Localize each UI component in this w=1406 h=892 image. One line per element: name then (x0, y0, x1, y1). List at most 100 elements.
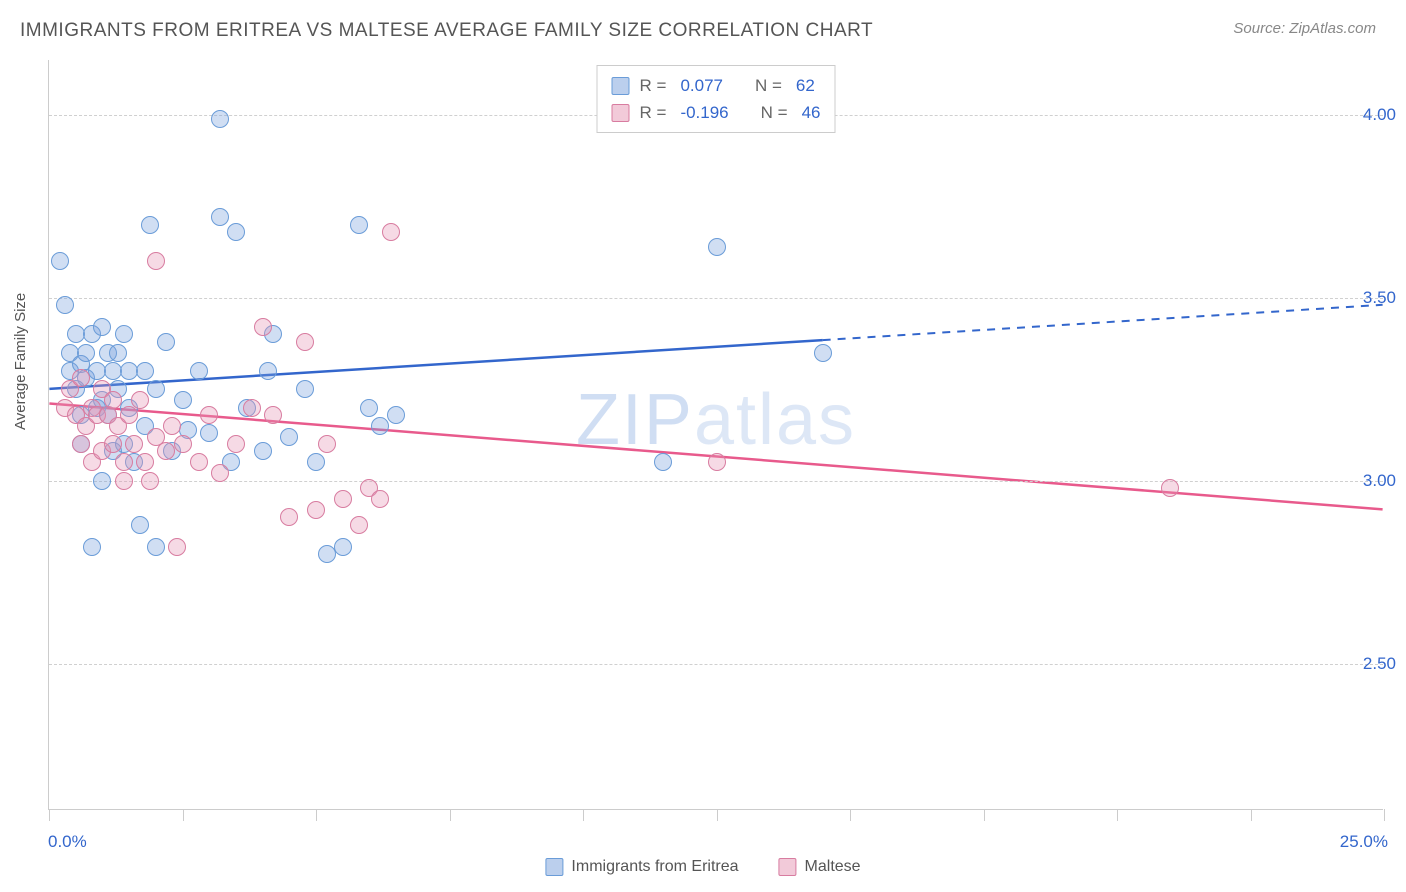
r-value-b: -0.196 (680, 99, 728, 126)
x-axis-max-label: 25.0% (1340, 832, 1388, 852)
r-value-a: 0.077 (680, 72, 723, 99)
data-point-b (211, 464, 229, 482)
data-point-a (93, 318, 111, 336)
data-point-a (109, 344, 127, 362)
x-tick (717, 809, 718, 821)
legend-item-a: Immigrants from Eritrea (545, 858, 738, 876)
data-point-b (115, 472, 133, 490)
data-point-b (200, 406, 218, 424)
data-point-b (104, 435, 122, 453)
x-tick (850, 809, 851, 821)
gridline (49, 298, 1383, 299)
data-point-a (254, 442, 272, 460)
data-point-a (360, 399, 378, 417)
legend-stats: R = 0.077 N = 62 R = -0.196 N = 46 (597, 65, 836, 133)
data-point-a (141, 216, 159, 234)
y-tick-label: 3.00 (1363, 471, 1396, 491)
data-point-b (708, 453, 726, 471)
r-label: R = (640, 99, 667, 126)
data-point-a (56, 296, 74, 314)
source-label: Source: (1233, 20, 1289, 37)
data-point-b (141, 472, 159, 490)
trendline-a-extrapolated (823, 305, 1383, 340)
x-tick (1251, 809, 1252, 821)
data-point-a (387, 406, 405, 424)
data-point-b (227, 435, 245, 453)
data-point-b (334, 490, 352, 508)
data-point-b (190, 453, 208, 471)
data-point-b (72, 435, 90, 453)
data-point-b (1161, 479, 1179, 497)
source-name: ZipAtlas.com (1289, 20, 1376, 37)
data-point-a (136, 362, 154, 380)
data-point-a (93, 472, 111, 490)
data-point-a (227, 223, 245, 241)
data-point-a (147, 380, 165, 398)
r-label: R = (640, 72, 667, 99)
swatch-series-b-icon (612, 104, 630, 122)
data-point-b (243, 399, 261, 417)
data-point-a (131, 516, 149, 534)
x-tick (49, 809, 50, 821)
swatch-series-a-icon (545, 858, 563, 876)
legend-stats-row-b: R = -0.196 N = 46 (612, 99, 821, 126)
data-point-b (280, 508, 298, 526)
data-point-b (104, 391, 122, 409)
swatch-series-a-icon (612, 77, 630, 95)
data-point-b (147, 252, 165, 270)
gridline (49, 481, 1383, 482)
data-point-a (174, 391, 192, 409)
legend-series: Immigrants from Eritrea Maltese (545, 858, 860, 876)
legend-item-b: Maltese (779, 858, 861, 876)
data-point-b (318, 435, 336, 453)
data-point-b (371, 490, 389, 508)
data-point-b (72, 369, 90, 387)
n-label: N = (755, 72, 782, 99)
data-point-a (115, 325, 133, 343)
n-value-a: 62 (796, 72, 815, 99)
data-point-a (190, 362, 208, 380)
chart-title: IMMIGRANTS FROM ERITREA VS MALTESE AVERA… (20, 20, 873, 42)
data-point-b (254, 318, 272, 336)
data-point-a (211, 208, 229, 226)
y-tick-label: 3.50 (1363, 288, 1396, 308)
data-point-b (163, 417, 181, 435)
source-attribution: Source: ZipAtlas.com (1233, 20, 1376, 37)
data-point-a (157, 333, 175, 351)
data-point-b (125, 435, 143, 453)
data-point-a (200, 424, 218, 442)
data-point-a (77, 344, 95, 362)
data-point-a (83, 538, 101, 556)
data-point-a (654, 453, 672, 471)
data-point-a (51, 252, 69, 270)
data-point-a (259, 362, 277, 380)
data-point-b (296, 333, 314, 351)
x-tick (1117, 809, 1118, 821)
y-tick-label: 2.50 (1363, 654, 1396, 674)
x-tick (316, 809, 317, 821)
chart-svg (49, 60, 1383, 809)
x-tick (583, 809, 584, 821)
data-point-a (350, 216, 368, 234)
data-point-b (382, 223, 400, 241)
x-tick (450, 809, 451, 821)
data-point-a (307, 453, 325, 471)
legend-stats-row-a: R = 0.077 N = 62 (612, 72, 821, 99)
x-tick (1384, 809, 1385, 821)
x-tick (984, 809, 985, 821)
data-point-a (211, 110, 229, 128)
legend-label-a: Immigrants from Eritrea (571, 858, 738, 876)
data-point-a (296, 380, 314, 398)
chart-plot-area: ZIPatlas R = 0.077 N = 62 R = -0.196 N =… (48, 60, 1383, 810)
data-point-a (280, 428, 298, 446)
data-point-b (307, 501, 325, 519)
y-tick-label: 4.00 (1363, 105, 1396, 125)
swatch-series-b-icon (779, 858, 797, 876)
data-point-b (174, 435, 192, 453)
data-point-b (168, 538, 186, 556)
x-axis-min-label: 0.0% (48, 832, 87, 852)
data-point-b (136, 453, 154, 471)
n-value-b: 46 (802, 99, 821, 126)
data-point-b (264, 406, 282, 424)
data-point-a (814, 344, 832, 362)
